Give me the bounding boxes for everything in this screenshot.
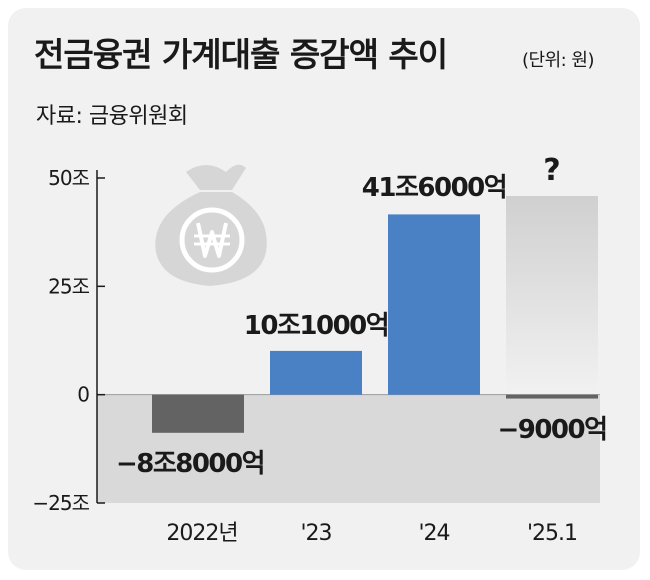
- bar: [388, 214, 480, 395]
- projection-bar: [506, 196, 598, 393]
- y-tick-label: −25조: [32, 491, 89, 515]
- unit-label: (단위: 원): [522, 50, 595, 71]
- x-tick-label: '25.1: [527, 521, 577, 546]
- data-label: 10조1000억: [244, 311, 388, 341]
- bar: [270, 350, 362, 395]
- x-tick-label: '23: [300, 521, 331, 546]
- chart-title: 전금융권 가계대출 증감액 추이: [34, 35, 448, 74]
- money-bag-won-icon: [155, 164, 267, 286]
- data-label: −8조8000억: [116, 449, 264, 479]
- x-tick-label: 2022년: [166, 521, 237, 546]
- y-tick-label: 50조: [48, 166, 89, 190]
- projection-annotation: ?: [543, 153, 560, 188]
- y-tick-label: 0: [77, 383, 89, 407]
- bar: [152, 394, 244, 433]
- y-tick-label: 25조: [48, 274, 89, 298]
- data-label: 41조6000억: [362, 173, 506, 203]
- data-label: −9000억: [497, 415, 606, 445]
- source-label: 자료: 금융위원회: [36, 104, 188, 129]
- bar: [506, 394, 598, 399]
- x-tick-label: '24: [418, 521, 449, 546]
